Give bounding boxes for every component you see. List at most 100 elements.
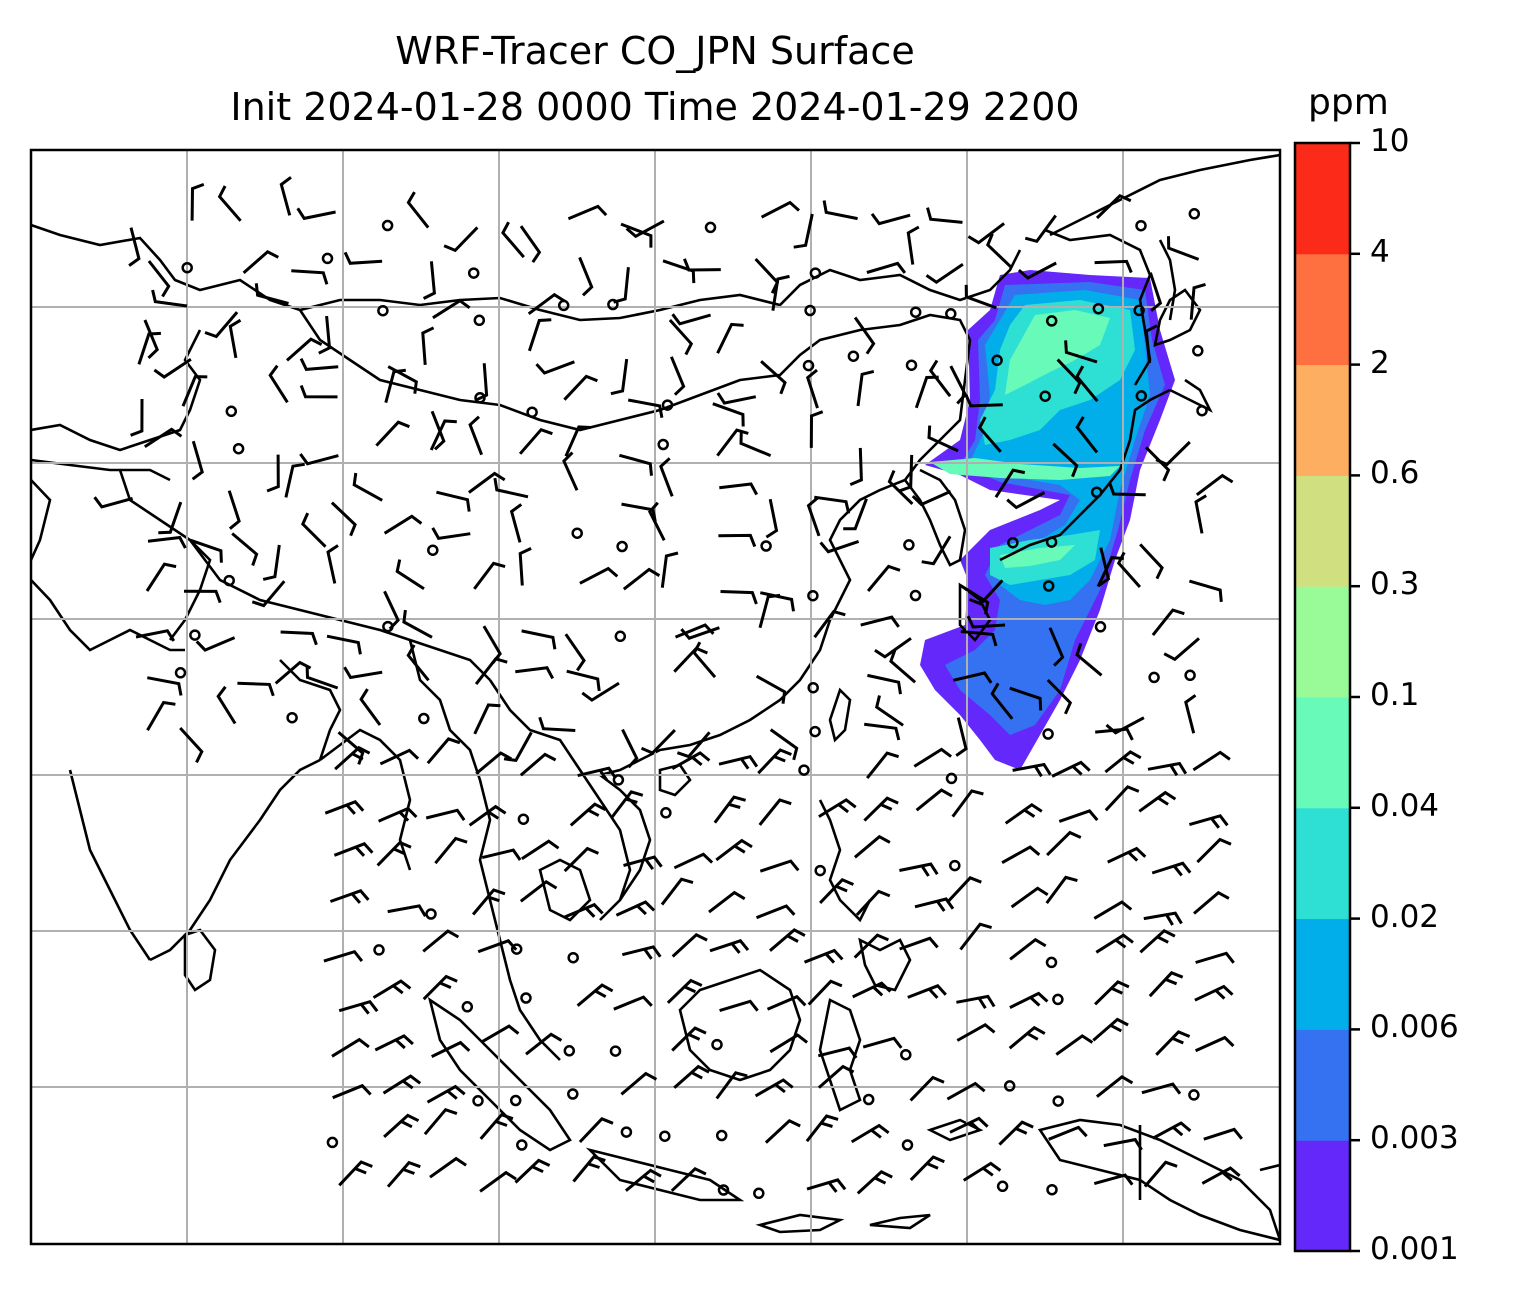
wind-barb: [914, 375, 939, 409]
colorbar-tick-label: 0.006: [1370, 1009, 1459, 1046]
wind-barb: [1184, 694, 1197, 734]
wind-barb: [718, 533, 757, 548]
wind-barb: [280, 630, 318, 646]
wind-barb: [671, 933, 708, 958]
wind-barb: [352, 472, 383, 502]
calm-wind-marker: [1052, 993, 1064, 1006]
wind-barb: [395, 559, 425, 591]
calm-wind-marker: [847, 350, 860, 362]
calm-wind-marker: [809, 725, 821, 738]
wind-barb: [1105, 716, 1145, 735]
border-india-bangla: [279, 659, 342, 761]
wind-barb: [291, 269, 329, 285]
wind-barb: [962, 1161, 1002, 1182]
wind-barb: [137, 331, 161, 365]
wind-barb: [1193, 890, 1230, 915]
wind-barb: [927, 425, 959, 453]
wind-barb: [755, 904, 796, 920]
wind-barb: [856, 369, 875, 407]
wind-barb: [760, 360, 787, 395]
wind-barb: [1155, 440, 1191, 467]
wind-barb: [623, 855, 663, 870]
wind-barb: [755, 674, 787, 704]
wind-barb: [286, 337, 323, 362]
wind-barb: [716, 392, 757, 405]
calm-wind-marker: [616, 540, 628, 553]
wind-barb: [793, 213, 814, 249]
korea-peninsula: [903, 468, 967, 567]
wind-barb: [130, 398, 144, 437]
wind-barb: [301, 512, 327, 548]
calm-wind-marker: [949, 859, 961, 872]
small-islands-1: [755, 1213, 845, 1234]
wind-barb: [850, 1123, 890, 1144]
wind-barb: [671, 751, 711, 771]
wind-barb: [676, 731, 711, 759]
calm-wind-marker: [945, 308, 957, 320]
calm-wind-marker: [467, 267, 480, 279]
wind-barb: [268, 364, 289, 404]
wind-barb: [660, 551, 679, 588]
wind-barb: [809, 410, 824, 448]
calm-wind-marker: [903, 539, 915, 551]
wind-barb: [668, 318, 694, 356]
calm-wind-marker: [945, 772, 958, 785]
wind-barb: [519, 225, 542, 264]
wind-barb: [515, 666, 555, 680]
calm-wind-marker: [381, 219, 394, 232]
calm-wind-marker: [567, 1088, 579, 1100]
wind-barb: [874, 637, 912, 659]
wind-barbs: [93, 176, 1243, 1200]
calm-wind-marker: [1196, 404, 1208, 417]
wind-barb: [771, 274, 790, 311]
colorbar-segment: [1295, 143, 1350, 255]
wind-barb: [758, 798, 792, 826]
coast-arctic-east: [1049, 153, 1280, 237]
calm-wind-marker: [660, 807, 672, 819]
wind-barb: [899, 862, 939, 877]
wind-barb: [1203, 1127, 1243, 1141]
coast-india-west: [68, 769, 152, 961]
wind-barb: [1143, 911, 1183, 926]
calm-wind-marker: [802, 359, 815, 372]
colorbar-tick-label: 0.6: [1370, 455, 1420, 492]
wind-barb: [1143, 1160, 1178, 1188]
borneo: [678, 968, 802, 1082]
calm-wind-marker: [223, 574, 235, 587]
wind-barb: [909, 1075, 945, 1102]
calm-wind-marker: [905, 359, 918, 371]
wind-barb: [330, 501, 357, 537]
wind-barb: [952, 671, 993, 684]
wind-barb: [1152, 1121, 1192, 1140]
wind-barb: [673, 852, 714, 870]
wind-barb: [947, 876, 982, 903]
wind-barb: [716, 428, 749, 457]
wind-barb: [1075, 642, 1103, 677]
wind-barb: [425, 808, 466, 821]
wind-barb: [473, 703, 501, 735]
wind-barb: [430, 410, 446, 451]
java: [585, 1147, 745, 1202]
wind-barb: [147, 260, 171, 298]
calm-wind-marker: [614, 630, 627, 643]
wind-barb: [716, 322, 744, 354]
wind-barb: [1046, 678, 1073, 715]
calm-wind-marker: [1052, 1095, 1064, 1107]
wind-barb: [338, 999, 379, 1015]
wind-barb: [1075, 365, 1099, 403]
wind-barb: [852, 981, 892, 999]
wind-barb: [624, 1168, 662, 1192]
wind-barb: [372, 979, 412, 999]
wind-barb: [359, 688, 382, 726]
colorbar: [1293, 141, 1360, 1253]
wind-barb: [579, 566, 619, 585]
coast-gulf-thailand: [538, 858, 592, 922]
calm-wind-marker: [1184, 669, 1196, 682]
wind-barb: [326, 634, 362, 655]
wind-barb: [216, 685, 237, 725]
colorbar-segment: [1295, 475, 1350, 587]
calm-wind-marker: [517, 813, 530, 825]
wind-barb: [806, 1178, 847, 1193]
wind-barb: [468, 415, 484, 456]
wind-barb: [928, 359, 952, 398]
